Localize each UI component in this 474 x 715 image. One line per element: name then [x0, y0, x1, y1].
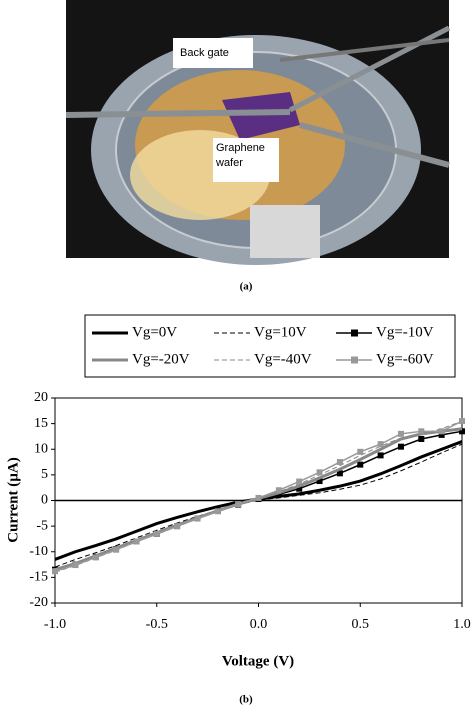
legend-label: Vg=-10V: [376, 324, 434, 340]
point-marker: [92, 554, 99, 561]
y-tick-label: -20: [29, 595, 48, 610]
legend-label: Vg=0V: [132, 324, 177, 340]
point-marker: [377, 452, 384, 459]
stage-block: [250, 205, 320, 258]
y-tick-label: 20: [34, 390, 48, 405]
legend: [84, 314, 456, 378]
y-tick-label: 0: [41, 493, 48, 508]
photo: Back gate Graphene wafer: [65, 0, 451, 265]
y-tick-label: -10: [29, 544, 48, 559]
probe-arm: [65, 109, 291, 118]
graphene-sample: [222, 92, 300, 140]
label-box: [173, 38, 253, 68]
label-box: Graphene wafer: [213, 138, 279, 182]
point-marker: [377, 441, 384, 448]
point-marker: [336, 459, 343, 466]
point-marker: [418, 436, 425, 442]
point-marker: [255, 494, 262, 501]
point-marker: [214, 508, 221, 515]
y-tick-label: 10: [34, 441, 48, 456]
caption-b: (b): [239, 694, 253, 706]
y-tick-label: -15: [29, 570, 48, 585]
y-axis-label: Current (µA): [5, 457, 21, 542]
legend-label: Vg=-20V: [132, 351, 190, 367]
point-marker: [275, 487, 282, 494]
point-marker: [438, 428, 445, 435]
point-marker: [336, 470, 343, 477]
point-marker: [397, 430, 404, 437]
point-marker: [357, 461, 364, 468]
graphene-label: Graphene wafer: [213, 138, 279, 182]
y-tick-label: 5: [41, 467, 48, 482]
x-axis-label: Voltage (V): [222, 653, 294, 669]
point-marker: [316, 478, 323, 485]
legend-label: Vg=10V: [254, 324, 307, 340]
point-marker: [174, 523, 181, 530]
point-marker: [72, 562, 79, 569]
point-marker: [194, 515, 201, 522]
legend-label: Vg=-60V: [376, 351, 434, 367]
point-marker: [438, 431, 445, 438]
point-marker: [133, 538, 140, 545]
legend-marker: [351, 356, 358, 364]
point-marker: [113, 546, 120, 553]
x-tick-label: -1.0: [44, 617, 66, 632]
back-gate-label: Back gate: [180, 47, 229, 59]
series-line: [54, 443, 463, 568]
point-marker: [397, 443, 404, 450]
caption-a: (a): [240, 281, 253, 293]
point-marker: [316, 469, 323, 476]
x-tick-label: 1.0: [453, 617, 471, 632]
point-marker: [296, 485, 303, 492]
point-marker: [296, 478, 303, 485]
y-tick-label: -5: [36, 518, 48, 533]
point-marker: [235, 501, 242, 508]
legend-marker: [351, 329, 358, 337]
x-tick-label: 0.5: [352, 617, 370, 632]
point-marker: [418, 428, 425, 435]
x-tick-label: -0.5: [146, 617, 168, 632]
y-tick-label: 15: [34, 416, 48, 431]
point-marker: [52, 568, 58, 575]
point-marker: [459, 428, 465, 435]
point-marker: [459, 418, 465, 425]
legend-label: Vg=-40V: [254, 351, 312, 367]
probe-arm: [299, 122, 450, 168]
x-tick-label: 0.0: [250, 617, 268, 632]
point-marker: [153, 530, 160, 537]
probe-arm: [279, 38, 450, 62]
point-marker: [357, 448, 364, 455]
